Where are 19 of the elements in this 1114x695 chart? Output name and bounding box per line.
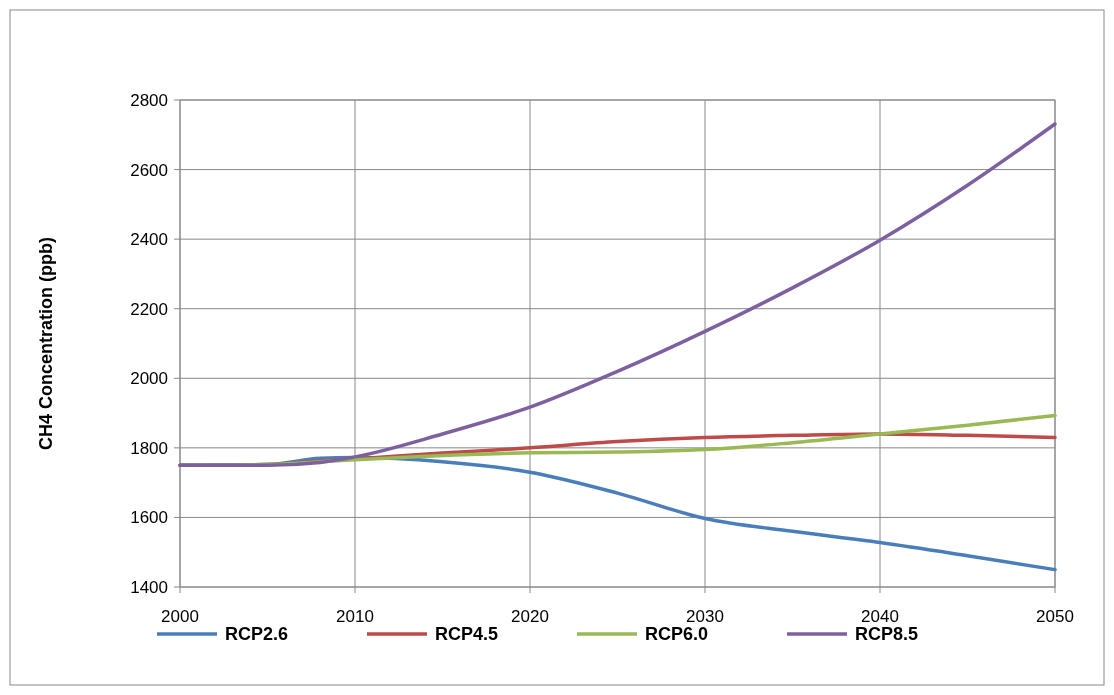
y-tick-label: 1800 — [130, 438, 168, 458]
y-tick-label: 2000 — [130, 369, 168, 389]
x-tick-label: 2010 — [336, 607, 374, 626]
y-axis-title: CH4 Concentration (ppb) — [36, 237, 56, 450]
legend-label: RCP2.6 — [225, 624, 289, 645]
x-tick-label: 2000 — [161, 607, 199, 626]
x-tick-label: 2050 — [1036, 607, 1074, 626]
y-tick-label: 1400 — [130, 577, 168, 597]
legend-label: RCP4.5 — [435, 624, 499, 645]
y-tick-label: 2600 — [130, 160, 168, 180]
y-tick-label: 2400 — [130, 230, 168, 250]
y-tick-label: 2200 — [130, 299, 168, 319]
legend-label: RCP8.5 — [855, 624, 919, 645]
x-tick-label: 2040 — [861, 607, 899, 626]
y-tick-label: 1600 — [130, 508, 168, 528]
y-tick-label: 2800 — [130, 90, 168, 110]
legend-label: RCP6.0 — [645, 624, 709, 645]
x-tick-label: 2020 — [511, 607, 549, 626]
x-tick-label: 2030 — [686, 607, 724, 626]
